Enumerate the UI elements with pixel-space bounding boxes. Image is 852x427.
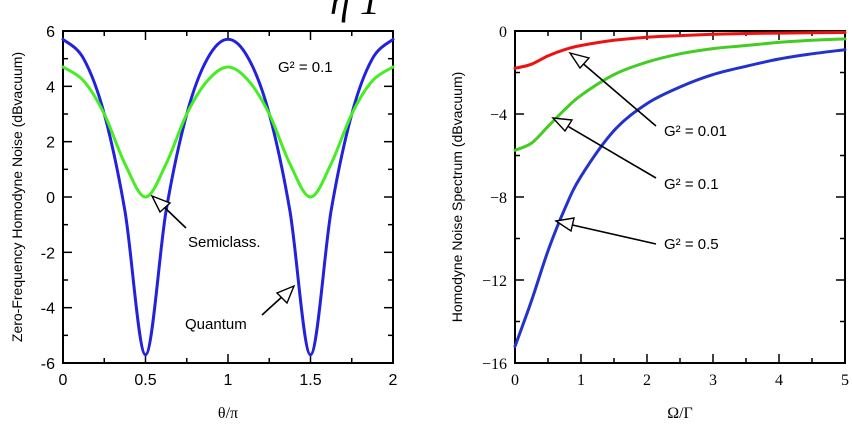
left-y-tick-label: -2 (41, 245, 55, 262)
left-arrow-semiclass (150, 194, 187, 229)
left-ticks (62, 30, 394, 364)
right-y-tick-label: −12 (482, 273, 507, 290)
left-annotation-semiclass: Semiclass. (188, 234, 261, 251)
left-x-tick-label: 1.5 (299, 372, 321, 389)
left-y-tick-label: -4 (41, 301, 55, 318)
left-tick-labels: 0 0.5 1 1.5 2 6 4 2 0 -2 -4 -6 (41, 24, 398, 389)
top-partial-glyphs: η 1 (330, 0, 380, 23)
right-arrow-g2-05 (554, 217, 657, 245)
left-y-tick-label: 6 (46, 24, 55, 41)
right-tick-labels: 0 1 2 3 4 5 0 −4 −8 −12 −16 (482, 24, 849, 389)
right-series-line-1 (513, 37, 847, 152)
right-arrow-g2-001 (568, 51, 657, 127)
right-x-tick-label: 3 (709, 372, 717, 389)
right-y-tick-label: −4 (490, 107, 507, 124)
right-x-axis-label: Ω/Γ (667, 405, 693, 422)
left-series-line-1 (61, 65, 395, 199)
right-x-tick-label: 4 (775, 372, 783, 389)
left-series-line-0 (61, 37, 395, 357)
right-annotation-g2-01: G² = 0.1 (664, 176, 719, 193)
left-annotation-g2: G² = 0.1 (278, 59, 333, 76)
left-y-tick-label: 4 (46, 79, 55, 96)
right-plot-frame (514, 30, 846, 364)
right-ticks (514, 30, 846, 364)
left-y-tick-label: 0 (46, 190, 55, 207)
right-y-tick-label: −8 (490, 190, 507, 207)
left-chart: 0 0.5 1 1.5 2 6 4 2 0 -2 -4 -6 Zero-Frequency Homod… (9, 24, 398, 422)
right-y-axis-label: Homodyne Noise Spectrum (dBvacuum) (449, 72, 465, 323)
right-arrow-g2-01 (551, 117, 657, 179)
left-y-tick-label: -6 (41, 356, 55, 373)
left-x-tick-label: 0.5 (134, 372, 156, 389)
left-y-tick-label: 2 (46, 135, 55, 152)
left-curves (61, 37, 395, 357)
right-series-line-0 (513, 31, 847, 70)
right-annotation-g2-05: G² = 0.5 (664, 236, 719, 253)
left-x-axis-label: θ/π (218, 405, 238, 422)
right-x-tick-label: 2 (643, 372, 651, 389)
right-x-tick-label: 5 (841, 372, 849, 389)
right-y-tick-label: 0 (499, 24, 507, 41)
left-annotation-quantum: Quantum (185, 316, 247, 333)
right-chart: 0 1 2 3 4 5 0 −4 −8 −12 −16 Homodyne Noise Spectru… (449, 24, 849, 422)
right-series-line-2 (513, 48, 847, 348)
left-x-tick-label: 0 (59, 372, 68, 389)
left-arrow-quantum (261, 284, 296, 316)
right-y-tick-label: −16 (482, 356, 507, 373)
left-y-axis-label: Zero-Frequency Homodyne Noise (dBvacuum) (9, 52, 25, 342)
left-plot-frame (62, 30, 394, 364)
right-x-tick-label: 0 (511, 372, 519, 389)
right-annotation-g2-001: G² = 0.01 (664, 123, 727, 140)
left-x-tick-label: 2 (389, 372, 398, 389)
right-x-tick-label: 1 (577, 372, 585, 389)
left-x-tick-label: 1 (224, 372, 233, 389)
right-curves (513, 31, 847, 348)
